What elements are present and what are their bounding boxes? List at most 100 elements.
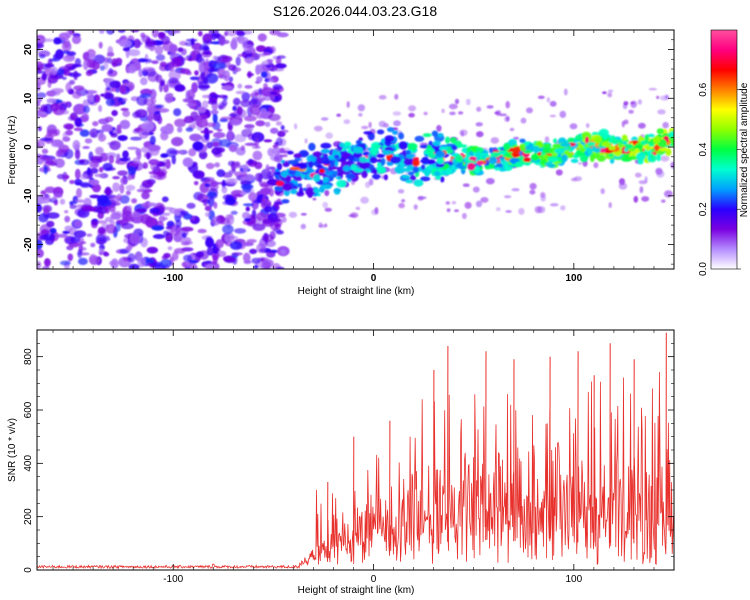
heatmap-noise-blob xyxy=(153,172,167,181)
heatmap-signal-blob xyxy=(282,183,292,192)
heatmap-noise-blob xyxy=(313,125,323,132)
heatmap-signal-blob xyxy=(523,157,532,163)
heatmap-noise-blob xyxy=(560,205,566,211)
heatmap-noise-blob xyxy=(80,204,93,212)
heatmap-noise-blob xyxy=(184,42,194,47)
heatmap-noise-blob xyxy=(157,31,166,38)
heatmap-noise-blob xyxy=(204,205,212,212)
heatmap-signal-blob xyxy=(412,166,419,174)
heatmap-noise-blob xyxy=(529,182,537,190)
heatmap-noise-blob xyxy=(602,91,607,94)
heatmap-noise-blob xyxy=(51,88,64,94)
heatmap-noise-blob xyxy=(198,250,209,260)
heatmap-noise-blob xyxy=(607,92,613,98)
heatmap-noise-blob xyxy=(109,195,120,204)
heatmap-signal-blob xyxy=(591,145,597,152)
spectrogram-x-tick-label: 0 xyxy=(371,273,377,284)
heatmap-noise-blob xyxy=(100,93,105,97)
heatmap-noise-blob xyxy=(436,124,442,132)
heatmap-noise-blob xyxy=(141,191,150,200)
heatmap-signal-blob xyxy=(644,134,649,143)
heatmap-noise-blob xyxy=(65,236,78,245)
heatmap-noise-blob xyxy=(158,215,166,223)
heatmap-signal-blob xyxy=(383,174,388,181)
heatmap-noise-blob xyxy=(89,167,99,174)
heatmap-signal-blob xyxy=(503,143,511,151)
heatmap-noise-blob xyxy=(254,137,260,148)
heatmap-noise-blob xyxy=(288,211,298,218)
heatmap-noise-blob xyxy=(192,171,204,178)
heatmap-signal-blob xyxy=(412,157,420,161)
heatmap-noise-blob xyxy=(378,95,387,100)
heatmap-noise-blob xyxy=(320,117,329,121)
heatmap-noise-blob xyxy=(73,70,79,81)
heatmap-noise-blob xyxy=(281,129,289,133)
heatmap-noise-blob xyxy=(212,254,218,265)
heatmap-noise-blob xyxy=(262,52,272,56)
heatmap-noise-blob xyxy=(240,191,247,196)
heatmap-noise-blob xyxy=(135,208,147,213)
heatmap-signal-blob xyxy=(519,138,526,143)
heatmap-noise-blob xyxy=(71,35,82,45)
heatmap-noise-blob xyxy=(371,209,379,216)
heatmap-noise-blob xyxy=(656,170,665,178)
heatmap-noise-blob xyxy=(661,199,666,203)
heatmap-noise-blob xyxy=(203,77,208,85)
heatmap-noise-blob xyxy=(64,215,71,223)
heatmap-noise-blob xyxy=(65,82,72,93)
heatmap-noise-blob xyxy=(417,195,424,201)
heatmap-noise-blob xyxy=(633,195,639,203)
heatmap-signal-blob xyxy=(405,179,414,184)
heatmap-noise-blob xyxy=(660,155,670,162)
heatmap-signal-blob xyxy=(293,153,302,159)
heatmap-noise-blob xyxy=(258,173,263,184)
heatmap-noise-blob xyxy=(64,210,69,214)
heatmap-noise-blob xyxy=(155,74,163,83)
heatmap-noise-blob xyxy=(265,164,270,173)
heatmap-noise-blob xyxy=(244,218,251,222)
heatmap-noise-blob xyxy=(62,76,67,80)
heatmap-noise-blob xyxy=(101,124,113,132)
heatmap-signal-blob xyxy=(384,135,395,143)
heatmap-signal-blob xyxy=(345,173,356,179)
heatmap-signal-blob xyxy=(519,143,526,152)
heatmap-noise-blob xyxy=(618,182,628,190)
heatmap-noise-blob xyxy=(49,58,61,62)
heatmap-noise-blob xyxy=(82,51,90,61)
heatmap-noise-blob xyxy=(164,30,170,33)
heatmap-noise-blob xyxy=(232,105,237,112)
heatmap-noise-blob xyxy=(454,98,460,105)
heatmap-noise-blob xyxy=(105,98,115,107)
heatmap-noise-blob xyxy=(202,94,211,99)
heatmap-noise-blob xyxy=(537,95,545,100)
heatmap-noise-blob xyxy=(146,215,153,224)
colorbar: 0.0 0.2 0.4 0.6 Normalized spectral amplitu… xyxy=(698,29,750,276)
heatmap-noise-blob xyxy=(670,161,674,169)
heatmap-noise-blob xyxy=(117,97,124,102)
heatmap-noise-blob xyxy=(117,30,126,33)
heatmap-noise-blob xyxy=(279,154,288,158)
heatmap-noise-blob xyxy=(190,111,199,122)
heatmap-noise-blob xyxy=(49,227,57,234)
heatmap-noise-blob xyxy=(270,95,275,101)
heatmap-noise-blob xyxy=(634,172,642,178)
heatmap-noise-blob xyxy=(129,233,141,245)
heatmap-noise-blob xyxy=(149,135,156,145)
heatmap-noise-blob xyxy=(143,88,150,93)
heatmap-signal-blob xyxy=(350,164,358,171)
heatmap-noise-blob xyxy=(230,39,238,50)
colorbar-tick-label: 0.4 xyxy=(698,142,709,156)
heatmap-noise-blob xyxy=(168,77,179,84)
spectrogram-x-tick-label: 100 xyxy=(565,273,582,284)
heatmap-noise-blob xyxy=(62,50,70,54)
heatmap-noise-blob xyxy=(173,30,181,34)
heatmap-noise-blob xyxy=(251,132,265,143)
heatmap-signal-blob xyxy=(648,143,655,147)
heatmap-noise-blob xyxy=(225,178,235,185)
heatmap-noise-blob xyxy=(125,245,132,251)
heatmap-noise-blob xyxy=(151,225,165,231)
heatmap-noise-blob xyxy=(168,43,178,54)
heatmap-noise-blob xyxy=(451,201,456,205)
heatmap-noise-blob xyxy=(78,159,90,166)
